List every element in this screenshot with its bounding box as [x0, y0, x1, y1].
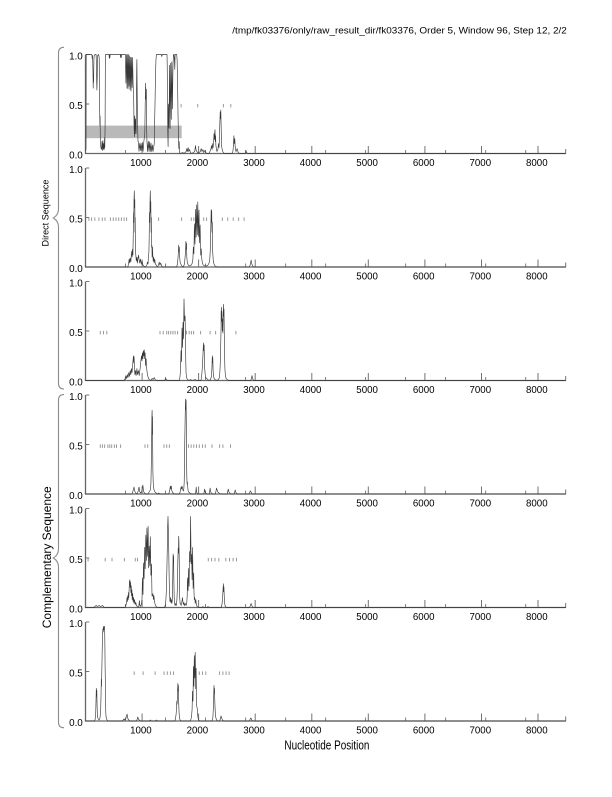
svg-text:6000: 6000: [413, 158, 435, 169]
svg-text:5000: 5000: [356, 158, 378, 169]
svg-text:5000: 5000: [356, 385, 378, 396]
svg-text:0.5: 0.5: [69, 669, 83, 680]
svg-text:0.5: 0.5: [69, 555, 83, 566]
svg-text:7000: 7000: [470, 158, 492, 169]
svg-text:7000: 7000: [470, 385, 492, 396]
svg-text:2000: 2000: [187, 271, 209, 282]
svg-text:4000: 4000: [300, 725, 322, 736]
svg-text:1.0: 1.0: [69, 619, 83, 630]
svg-text:8000: 8000: [526, 612, 548, 623]
svg-text:5000: 5000: [356, 498, 378, 509]
svg-text:0.5: 0.5: [69, 328, 83, 339]
svg-text:1000: 1000: [130, 271, 152, 282]
svg-text:7000: 7000: [470, 498, 492, 509]
svg-text:3000: 3000: [243, 271, 265, 282]
svg-text:0.5: 0.5: [69, 442, 83, 453]
svg-text:6000: 6000: [413, 498, 435, 509]
svg-text:4000: 4000: [300, 385, 322, 396]
svg-text:6000: 6000: [413, 271, 435, 282]
svg-text:2000: 2000: [187, 158, 209, 169]
svg-text:3000: 3000: [243, 612, 265, 623]
svg-text:8000: 8000: [526, 271, 548, 282]
svg-text:4000: 4000: [300, 612, 322, 623]
svg-text:8000: 8000: [526, 498, 548, 509]
svg-text:Direct Sequence: Direct Sequence: [41, 180, 51, 247]
svg-text:4000: 4000: [300, 271, 322, 282]
svg-text:3000: 3000: [243, 725, 265, 736]
svg-text:5000: 5000: [356, 271, 378, 282]
svg-text:1000: 1000: [130, 385, 152, 396]
svg-text:1000: 1000: [130, 612, 152, 623]
svg-text:7000: 7000: [470, 725, 492, 736]
svg-text:Complementary Sequence: Complementary Sequence: [40, 486, 54, 628]
svg-text:0.0: 0.0: [69, 151, 83, 162]
svg-text:8000: 8000: [526, 385, 548, 396]
svg-text:6000: 6000: [413, 725, 435, 736]
svg-text:/tmp/fk03376/only/raw_result_d: /tmp/fk03376/only/raw_result_dir/fk03376…: [232, 25, 567, 35]
svg-text:0.5: 0.5: [69, 101, 83, 112]
svg-text:Nucleotide Position: Nucleotide Position: [284, 738, 369, 752]
svg-text:1.0: 1.0: [69, 52, 83, 63]
svg-text:3000: 3000: [243, 385, 265, 396]
svg-text:5000: 5000: [356, 612, 378, 623]
svg-text:8000: 8000: [526, 158, 548, 169]
svg-text:5000: 5000: [356, 725, 378, 736]
svg-text:8000: 8000: [526, 725, 548, 736]
svg-text:0.0: 0.0: [69, 491, 83, 502]
svg-text:1.0: 1.0: [69, 165, 83, 176]
svg-text:4000: 4000: [300, 498, 322, 509]
svg-text:6000: 6000: [413, 385, 435, 396]
svg-text:2000: 2000: [187, 612, 209, 623]
svg-text:4000: 4000: [300, 158, 322, 169]
svg-text:2000: 2000: [187, 385, 209, 396]
svg-text:1.0: 1.0: [69, 279, 83, 290]
svg-text:2000: 2000: [187, 725, 209, 736]
svg-text:2000: 2000: [187, 498, 209, 509]
svg-text:1000: 1000: [130, 158, 152, 169]
svg-text:7000: 7000: [470, 271, 492, 282]
svg-text:3000: 3000: [243, 158, 265, 169]
svg-text:1000: 1000: [130, 725, 152, 736]
svg-text:0.5: 0.5: [69, 215, 83, 226]
svg-text:1000: 1000: [130, 498, 152, 509]
svg-text:1.0: 1.0: [69, 392, 83, 403]
svg-text:0.0: 0.0: [69, 718, 83, 729]
svg-text:0.0: 0.0: [69, 605, 83, 616]
svg-text:6000: 6000: [413, 612, 435, 623]
svg-text:1.0: 1.0: [69, 506, 83, 517]
svg-text:7000: 7000: [470, 612, 492, 623]
svg-text:0.0: 0.0: [69, 264, 83, 275]
svg-text:3000: 3000: [243, 498, 265, 509]
svg-text:0.0: 0.0: [69, 378, 83, 389]
